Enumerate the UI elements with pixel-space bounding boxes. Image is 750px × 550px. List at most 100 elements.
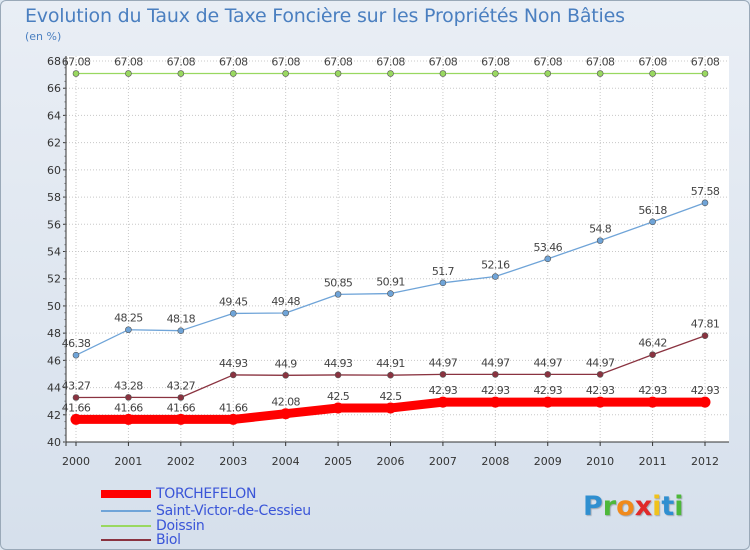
y-tick-label: 42 — [47, 409, 61, 422]
data-label: 67.08 — [324, 56, 353, 69]
data-label: 43.28 — [114, 379, 143, 392]
legend-swatch-biol — [101, 539, 151, 541]
legend-label-torchefelon: TORCHEFELON — [156, 486, 257, 502]
legend-label-doissin: Doissin — [156, 518, 205, 534]
logo-letter: P — [583, 491, 603, 522]
data-label: 44.93 — [219, 357, 248, 370]
chart-title: Evolution du Taux de Taxe Foncière sur l… — [25, 5, 625, 27]
data-point — [175, 413, 187, 425]
x-tick-label: 2006 — [377, 455, 405, 468]
data-point — [544, 70, 552, 77]
data-point — [701, 199, 709, 207]
data-point — [649, 351, 656, 358]
data-label: 56.18 — [638, 204, 667, 217]
data-point — [70, 413, 82, 425]
data-label: 67.08 — [114, 56, 143, 69]
data-label: 41.66 — [167, 401, 196, 414]
data-label: 41.66 — [114, 401, 143, 414]
data-label: 44.97 — [534, 356, 563, 369]
logo-letter: o — [616, 491, 635, 522]
data-point — [439, 70, 447, 77]
data-label: 46.42 — [638, 337, 667, 350]
legend-item-biol: Biol — [101, 532, 181, 548]
x-tick-label: 2008 — [481, 455, 509, 468]
data-point — [701, 332, 709, 340]
data-label: 67.08 — [534, 56, 563, 69]
logo-letter: t — [661, 491, 675, 522]
data-label: 47.81 — [691, 318, 720, 331]
data-point — [229, 70, 237, 77]
y-tick-label: 50 — [47, 300, 61, 313]
x-tick-label: 2002 — [167, 455, 195, 468]
data-label: 53.46 — [534, 241, 563, 254]
x-tick-label: 2001 — [114, 455, 142, 468]
legend-item-doissin: Doissin — [101, 518, 205, 534]
data-label: 42.93 — [586, 384, 615, 397]
data-point — [334, 371, 342, 379]
series-torchefelon — [70, 396, 711, 425]
legend-item-saint-victor-de-cessieu: Saint-Victor-de-Cessieu — [101, 503, 311, 519]
data-point — [177, 70, 185, 77]
data-point — [282, 70, 289, 77]
data-point — [649, 218, 656, 226]
y-tick-label: 56 — [47, 218, 61, 231]
data-point — [332, 402, 344, 414]
x-tick-label: 2000 — [62, 455, 90, 468]
data-point — [596, 371, 604, 378]
data-label: 42.93 — [638, 384, 667, 397]
data-label: 41.66 — [62, 401, 91, 414]
data-point — [387, 371, 394, 379]
data-label: 67.08 — [586, 56, 615, 69]
unit-label: (en %) — [25, 30, 62, 43]
x-tick-label: 2007 — [429, 455, 457, 468]
data-label: 44.91 — [376, 357, 405, 370]
data-point — [72, 394, 80, 401]
data-point — [647, 396, 659, 408]
y-tick-label: 46 — [47, 354, 61, 367]
series-saint-victor-de-cessieu — [72, 199, 709, 359]
data-label: 67.08 — [481, 56, 510, 69]
data-label: 42.93 — [481, 384, 510, 397]
data-point — [649, 70, 656, 77]
data-label: 42.93 — [691, 384, 720, 397]
data-label: 46.38 — [62, 337, 91, 350]
legend-item-torchefelon: TORCHEFELON — [101, 486, 257, 502]
data-label: 41.66 — [219, 401, 248, 414]
data-point — [439, 371, 447, 378]
data-point — [544, 371, 552, 378]
data-label: 54.8 — [589, 223, 612, 236]
data-point — [229, 310, 237, 317]
data-label: 44.9 — [275, 357, 298, 370]
data-point — [177, 327, 185, 334]
data-label: 43.27 — [167, 380, 196, 393]
data-point — [489, 396, 501, 408]
data-label: 67.08 — [167, 56, 196, 69]
data-point — [334, 70, 342, 77]
data-point — [492, 70, 499, 77]
legend-label-saint-victor-de-cessieu: Saint-Victor-de-Cessieu — [156, 503, 311, 519]
y-tick-label: 60 — [47, 164, 61, 177]
y-tick-label: 48 — [47, 327, 61, 340]
data-point — [229, 371, 237, 379]
data-point — [72, 351, 80, 359]
y-tick-label: 58 — [47, 191, 61, 204]
data-label: 67.08 — [429, 56, 458, 69]
x-tick-label: 2004 — [272, 455, 300, 468]
data-label: 42.5 — [327, 390, 350, 403]
proxiti-logo: Proxiti — [583, 491, 684, 522]
x-tick-label: 2010 — [586, 455, 614, 468]
y-tick-label: 68 — [47, 55, 61, 68]
data-point — [387, 70, 394, 77]
data-point — [282, 372, 289, 379]
data-label: 51.7 — [432, 265, 455, 278]
data-label: 50.85 — [324, 276, 353, 289]
y-tick-label: 52 — [47, 273, 61, 286]
data-point — [122, 413, 134, 425]
data-label: 42.5 — [379, 390, 402, 403]
data-label: 48.18 — [167, 313, 196, 326]
data-label: 67.08 — [271, 56, 300, 69]
data-point — [701, 70, 709, 77]
legend-label-biol: Biol — [156, 532, 181, 548]
data-point — [72, 70, 80, 77]
